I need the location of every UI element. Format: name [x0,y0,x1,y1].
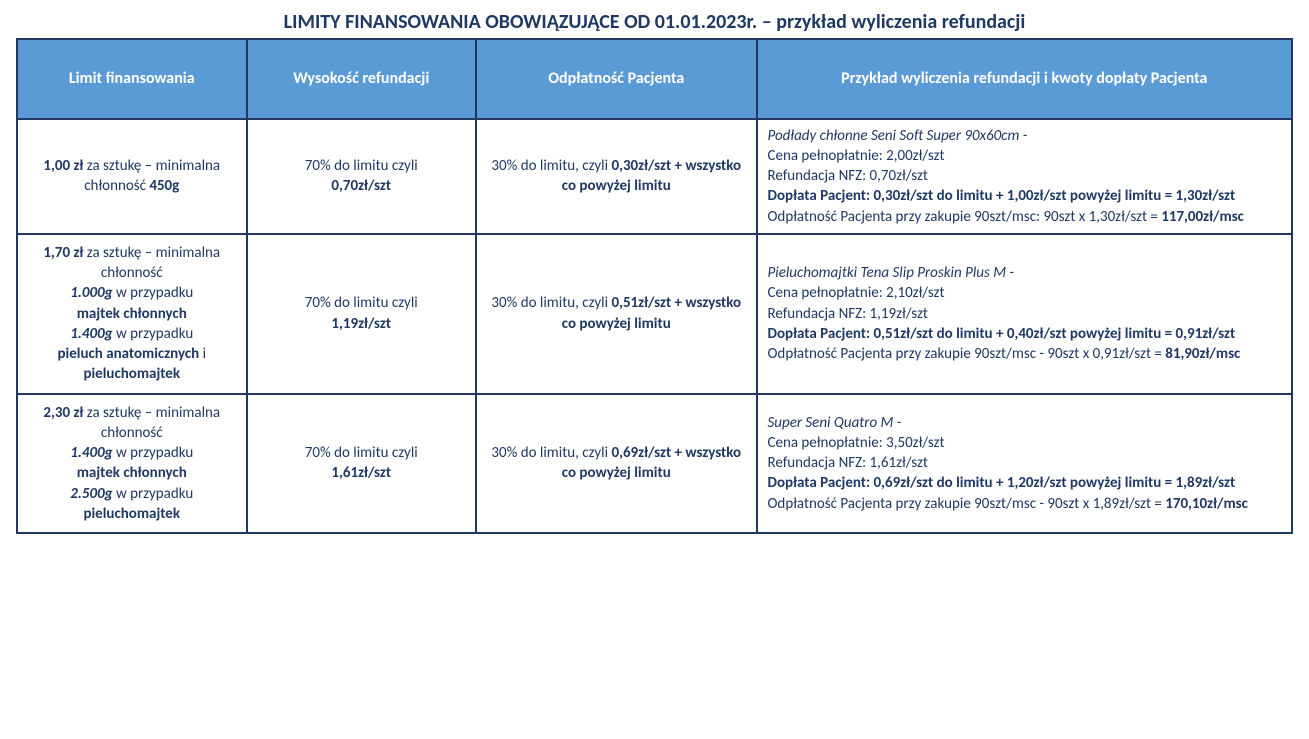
header-refund: Wysokość refundacji [247,39,477,119]
refund-value: 1,61zł/szt [331,464,391,482]
example-doplata: Dopłata Pacjent: 0,51zł/szt do limitu + … [768,325,1236,343]
limit-price: 1,00 zł [43,157,83,175]
example-monthly-pre: Odpłatność Pacjenta przy zakupie 90szt/m… [768,345,1166,363]
limit-per: za sztukę – minimalna chłonność [83,404,220,442]
example-price: Cena pełnopłatnie: 2,10zł/szt [768,284,945,302]
limit-g2-case2: pieluchomajtek [83,365,180,383]
example-monthly-pre: Odpłatność Pacjenta przy zakupie 90szt/m… [768,208,1162,226]
example-nfz: Refundacja NFZ: 1,19zł/szt [768,305,928,323]
example-nfz: Refundacja NFZ: 0,70zł/szt [768,167,928,185]
example-price: Cena pełnopłatnie: 3,50zł/szt [768,434,945,452]
patient-pre: 30% do limitu, czyli [491,444,611,462]
header-limit: Limit finansowania [17,39,247,119]
table-row: 2,30 zł za sztukę – minimalna chłonność … [17,394,1292,534]
limit-g2: 1.400g [70,325,112,343]
cell-patient: 30% do limitu, czyli 0,51zł/szt + wszyst… [476,234,757,394]
refund-pre: 70% do limitu czyli [305,444,418,462]
patient-value: 0,69zł/szt [611,444,671,462]
limit-g1: 1.400g [70,444,112,462]
table-header-row: Limit finansowania Wysokość refundacji O… [17,39,1292,119]
limit-g1-case: majtek chłonnych [77,464,187,482]
limit-g1: 1.000g [70,284,112,302]
cell-patient: 30% do limitu, czyli 0,30zł/szt + wszyst… [476,119,757,234]
limit-per: za sztukę – minimalna chłonność [83,244,220,282]
example-doplata: Dopłata Pacjent: 0,69zł/szt do limitu + … [768,474,1236,492]
limit-g2-case: pieluch anatomicznych [57,345,199,363]
patient-value: 0,51zł/szt [611,294,671,312]
patient-pre: 30% do limitu, czyli [491,157,611,175]
example-doplata: Dopłata Pacjent: 0,30zł/szt do limitu + … [768,187,1236,205]
example-nfz: Refundacja NFZ: 1,61zł/szt [768,454,928,472]
limit-price: 2,30 zł [43,404,83,422]
page-title: LIMITY FINANSOWANIA OBOWIĄZUJĄCE OD 01.0… [16,10,1293,34]
cell-limit: 1,70 zł za sztukę – minimalna chłonność … [17,234,247,394]
limit-absorbency: 450g [149,177,179,195]
table-row: 1,00 zł za sztukę – minimalna chłonność … [17,119,1292,234]
header-patient: Odpłatność Pacjenta [476,39,757,119]
refund-pre: 70% do limitu czyli [305,157,418,175]
limit-g1-case-pre: w przypadku [113,444,194,462]
cell-limit: 2,30 zł za sztukę – minimalna chłonność … [17,394,247,534]
example-monthly-value: 170,10zł/msc [1165,495,1248,513]
cell-refund: 70% do limitu czyli 0,70zł/szt [247,119,477,234]
cell-example: Super Seni Quatro M - Cena pełnopłatnie:… [757,394,1293,534]
cell-example: Podłady chłonne Seni Soft Super 90x60cm … [757,119,1293,234]
cell-refund: 70% do limitu czyli 1,19zł/szt [247,234,477,394]
cell-limit: 1,00 zł za sztukę – minimalna chłonność … [17,119,247,234]
example-monthly-value: 117,00zł/msc [1161,208,1244,226]
example-monthly-value: 81,90zł/msc [1165,345,1240,363]
limit-g2-case-pre: w przypadku [113,325,194,343]
cell-example: Pieluchomajtki Tena Slip Proskin Plus M … [757,234,1293,394]
limit-g2-case-pre: w przypadku [113,485,194,503]
limit-g2: 2.500g [70,485,112,503]
table-row: 1,70 zł za sztukę – minimalna chłonność … [17,234,1292,394]
refund-pre: 70% do limitu czyli [305,294,418,312]
header-example: Przykład wyliczenia refundacji i kwoty d… [757,39,1293,119]
example-product: Super Seni Quatro M - [768,414,902,432]
limit-g1-case-pre: w przypadku [113,284,194,302]
patient-value: 0,30zł/szt [611,157,671,175]
cell-patient: 30% do limitu, czyli 0,69zł/szt + wszyst… [476,394,757,534]
example-price: Cena pełnopłatnie: 2,00zł/szt [768,147,945,165]
refund-value: 0,70zł/szt [331,177,391,195]
limit-g1-case: majtek chłonnych [77,305,187,323]
example-product: Pieluchomajtki Tena Slip Proskin Plus M … [768,264,1015,282]
limit-g2-case: pieluchomajtek [83,505,180,523]
limit-g2-and: i [199,345,206,363]
patient-pre: 30% do limitu, czyli [491,294,611,312]
financing-limits-table: Limit finansowania Wysokość refundacji O… [16,38,1293,534]
cell-refund: 70% do limitu czyli 1,61zł/szt [247,394,477,534]
refund-value: 1,19zł/szt [331,315,391,333]
example-product: Podłady chłonne Seni Soft Super 90x60cm … [768,127,1028,145]
limit-price: 1,70 zł [43,244,83,262]
example-monthly-pre: Odpłatność Pacjenta przy zakupie 90szt/m… [768,495,1166,513]
